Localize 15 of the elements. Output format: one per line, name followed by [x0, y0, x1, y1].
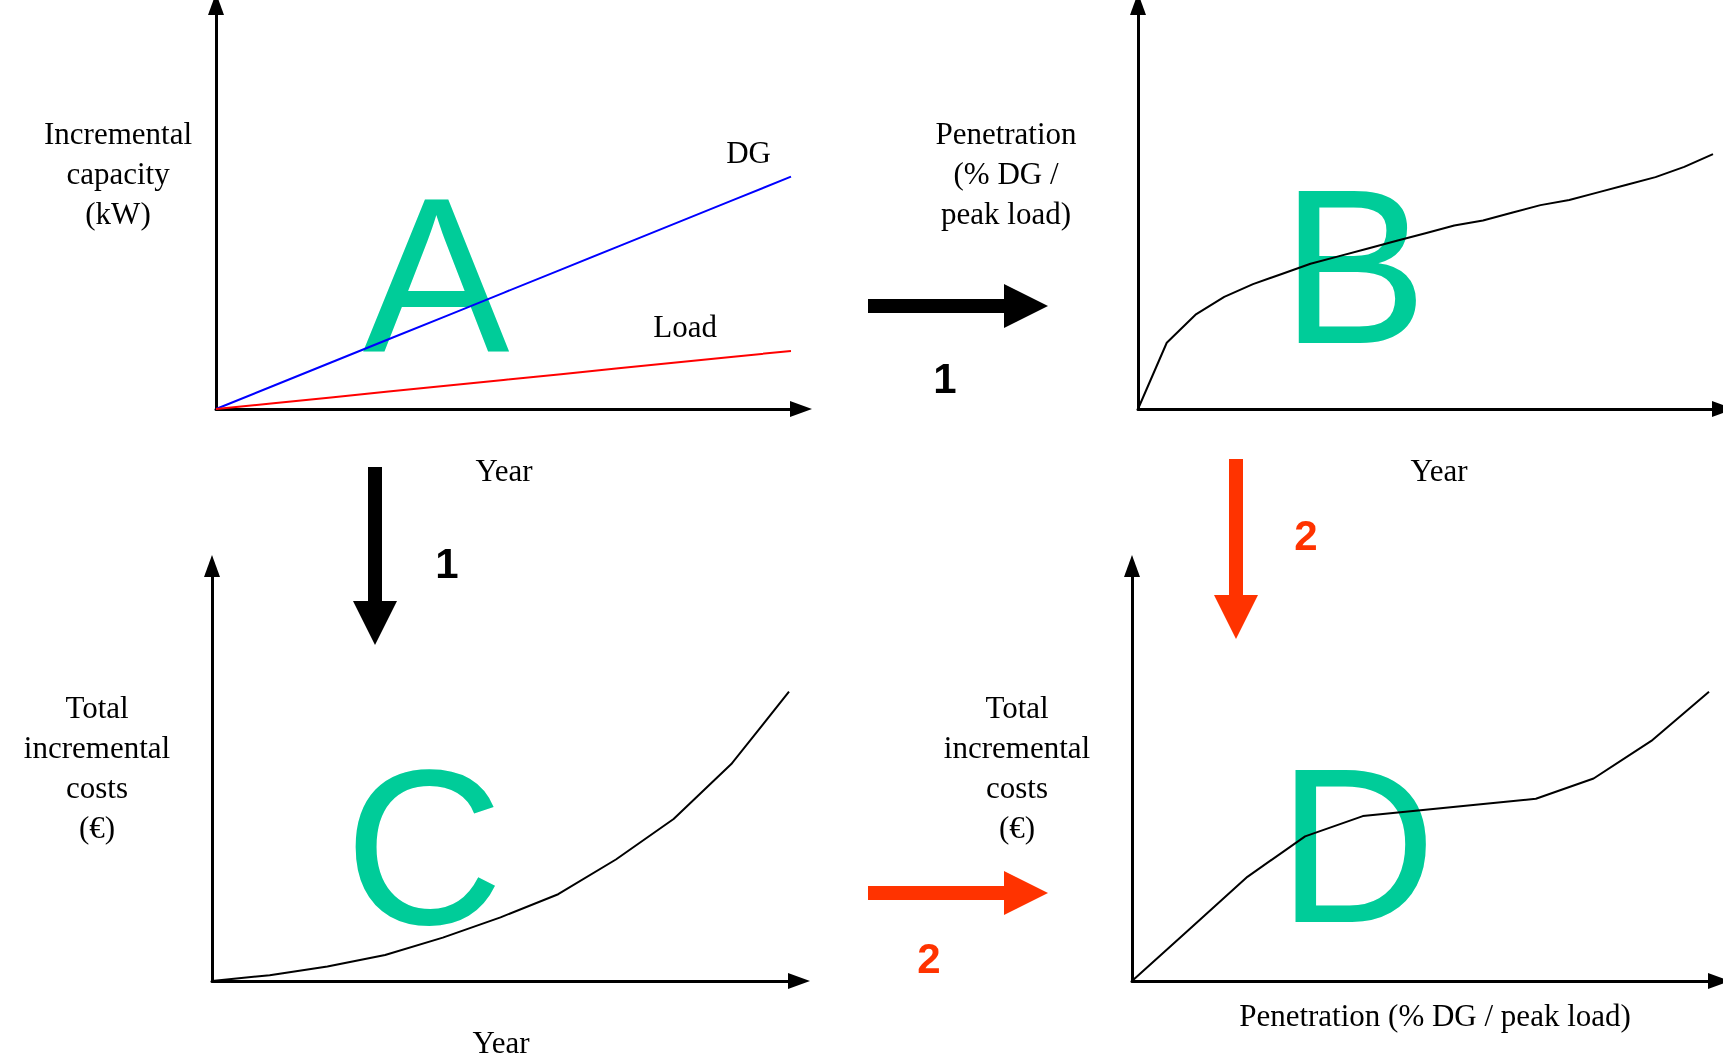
text: 2 [917, 935, 941, 983]
series-label: Load [653, 309, 718, 345]
text: 1 [435, 540, 459, 588]
x-axis-title: Year [1410, 452, 1469, 488]
annotation: C [344, 725, 504, 971]
y-axis-title: Incremental capacity (kW) [43, 115, 193, 231]
y-axis-title: Penetration (% DG / peak load) [935, 115, 1078, 231]
text: 1 [933, 355, 957, 403]
x-axis-title: Year [472, 1024, 531, 1060]
series-label: DG [726, 135, 771, 171]
text: 2 [1294, 512, 1318, 560]
y-axis-title: Total incremental costs (€) [23, 689, 171, 845]
x-axis-title: Year [475, 452, 534, 488]
y-axis-title: Total incremental costs (€) [943, 689, 1091, 845]
x-axis-title: Penetration (% DG / peak load) [1239, 997, 1631, 1033]
